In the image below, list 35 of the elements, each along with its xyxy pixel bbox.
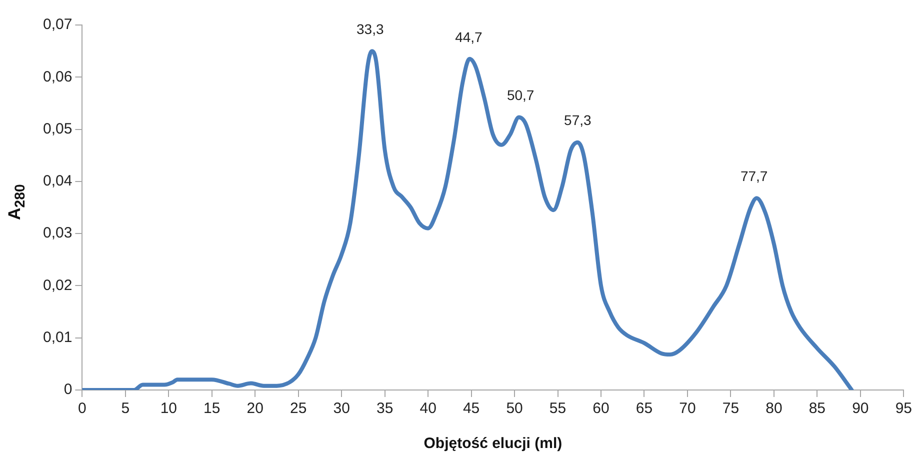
annotation: 44,7 xyxy=(455,28,483,45)
x-tick-label: 70 xyxy=(679,400,696,418)
x-tick-label: 25 xyxy=(290,400,307,418)
y-tick-label: 0,07 xyxy=(42,16,72,34)
line-series xyxy=(82,49,854,390)
x-tick-label: 75 xyxy=(722,400,740,418)
x-tick-label: 35 xyxy=(376,400,394,418)
x-axis-title: Objętość elucji (ml) xyxy=(424,435,562,452)
y-tick-label: 0,04 xyxy=(42,172,72,190)
y-tick-label: 0,01 xyxy=(42,329,72,346)
x-tick-label: 15 xyxy=(204,400,220,418)
x-tick-label: 85 xyxy=(808,400,826,418)
y-tick-label: 0,05 xyxy=(42,120,72,138)
y-tick-label: 0 xyxy=(64,381,72,398)
x-tick-label: 40 xyxy=(420,400,436,418)
x-tick-label: 0 xyxy=(78,400,86,418)
x-tick-label: 50 xyxy=(506,400,523,418)
x-tick-label: 20 xyxy=(246,400,264,418)
x-tick-label: 95 xyxy=(895,400,912,418)
x-tick-label: 10 xyxy=(160,400,178,418)
x-tick-label: 55 xyxy=(549,400,566,418)
annotation: 77,7 xyxy=(740,168,768,184)
x-tick-label: 60 xyxy=(592,400,610,418)
x-tick-label: 90 xyxy=(852,400,869,418)
y-tick-label: 0,06 xyxy=(42,68,72,86)
x-tick-label: 80 xyxy=(766,400,782,418)
annotation: 50,7 xyxy=(506,87,534,104)
x-tick-label: 30 xyxy=(333,400,350,418)
annotation: 57,3 xyxy=(564,112,592,128)
x-tick-label: 5 xyxy=(121,400,130,418)
y-tick-label: 0,02 xyxy=(42,276,72,294)
x-tick-label: 45 xyxy=(462,400,480,418)
y-tick-label: 0,03 xyxy=(42,224,72,242)
annotation: 33,3 xyxy=(356,20,384,37)
x-tick-label: 65 xyxy=(636,400,653,418)
